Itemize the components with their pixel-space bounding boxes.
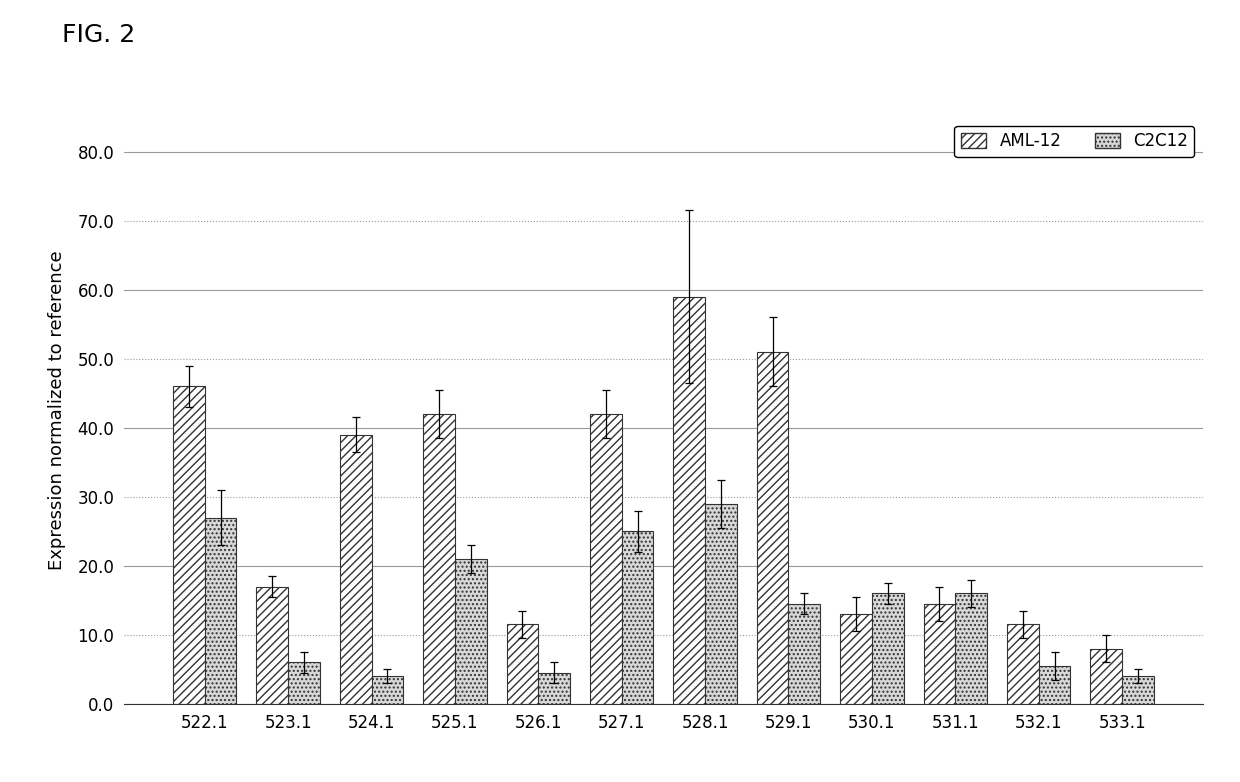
Y-axis label: Expression normalized to reference: Expression normalized to reference: [48, 251, 66, 570]
Bar: [924, 604, 955, 704]
Text: FIG. 2: FIG. 2: [62, 23, 135, 48]
Bar: [841, 614, 872, 704]
Bar: [423, 414, 455, 704]
Bar: [538, 673, 570, 704]
Bar: [372, 676, 403, 704]
Bar: [789, 604, 820, 704]
Bar: [1090, 648, 1122, 704]
Bar: [706, 504, 737, 704]
Bar: [288, 662, 320, 704]
Bar: [340, 435, 372, 704]
Bar: [174, 386, 205, 704]
Bar: [1122, 676, 1153, 704]
Bar: [205, 518, 237, 704]
Bar: [590, 414, 621, 704]
Bar: [1039, 665, 1070, 704]
Bar: [455, 559, 486, 704]
Bar: [673, 296, 706, 704]
Bar: [872, 594, 904, 704]
Bar: [507, 625, 538, 704]
Bar: [257, 586, 288, 704]
Bar: [1007, 625, 1039, 704]
Legend: AML-12, C2C12: AML-12, C2C12: [955, 126, 1194, 157]
Bar: [955, 594, 987, 704]
Bar: [756, 352, 789, 704]
Bar: [621, 531, 653, 704]
